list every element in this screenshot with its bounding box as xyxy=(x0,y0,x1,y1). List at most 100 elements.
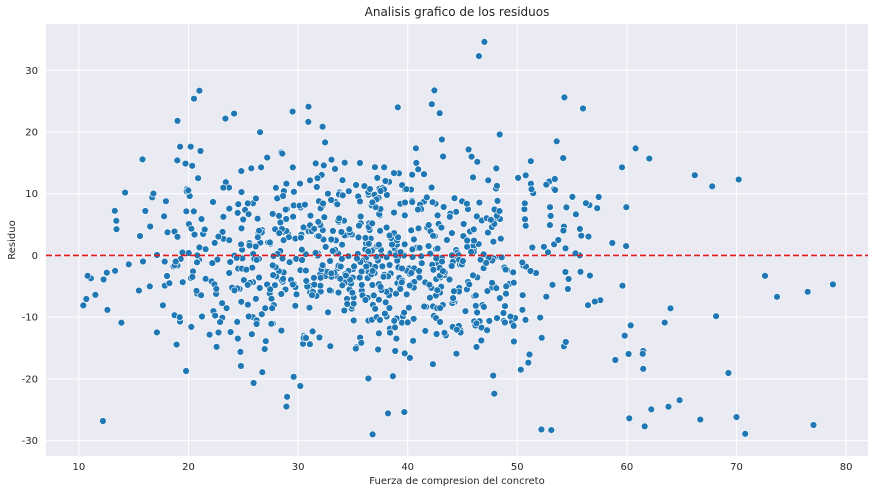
data-point xyxy=(424,242,433,250)
data-point xyxy=(163,272,171,280)
data-point xyxy=(139,257,147,266)
data-point xyxy=(197,291,205,299)
x-tick-labels: 10 20 30 40 50 60 70 80 xyxy=(73,462,853,473)
data-point xyxy=(266,238,274,247)
data-point xyxy=(495,207,504,215)
data-point xyxy=(626,321,635,330)
data-point xyxy=(551,175,559,183)
data-point xyxy=(279,275,287,283)
data-point xyxy=(625,414,633,422)
data-point xyxy=(256,128,264,136)
data-point xyxy=(579,104,587,113)
data-point xyxy=(526,267,535,275)
data-point xyxy=(285,258,294,266)
data-point xyxy=(383,191,391,199)
data-point xyxy=(313,183,321,191)
data-point xyxy=(282,402,291,411)
data-point xyxy=(188,273,197,281)
data-point xyxy=(433,244,442,253)
data-point xyxy=(182,207,191,216)
data-point xyxy=(382,223,391,232)
data-point xyxy=(282,180,291,188)
data-points xyxy=(79,38,837,439)
data-point xyxy=(292,290,301,298)
data-point xyxy=(761,272,769,280)
data-point xyxy=(306,212,315,220)
data-point xyxy=(282,205,290,214)
data-point xyxy=(374,345,382,354)
data-point xyxy=(311,249,320,257)
data-point xyxy=(305,304,314,312)
data-point xyxy=(338,255,346,263)
data-point xyxy=(326,286,334,294)
data-point xyxy=(244,199,252,208)
data-point xyxy=(187,225,196,233)
data-point xyxy=(546,212,555,220)
data-point xyxy=(472,319,481,327)
data-point xyxy=(165,279,174,287)
data-point xyxy=(483,326,491,334)
data-point xyxy=(187,143,195,151)
data-point xyxy=(463,236,471,245)
plot-background xyxy=(46,24,868,456)
data-point xyxy=(425,281,434,289)
data-point xyxy=(125,260,133,268)
data-point xyxy=(252,320,261,328)
data-point xyxy=(296,382,304,390)
y-tick-label: -20 xyxy=(22,374,38,385)
data-point xyxy=(290,373,298,381)
data-point xyxy=(364,374,373,383)
data-point xyxy=(308,327,317,336)
data-point xyxy=(390,317,398,325)
data-point xyxy=(190,207,198,216)
data-point xyxy=(433,211,442,220)
data-point xyxy=(401,349,409,358)
x-tick-label: 50 xyxy=(511,462,524,473)
data-point xyxy=(385,231,394,240)
data-point xyxy=(620,332,629,340)
data-point xyxy=(501,265,510,274)
data-point xyxy=(708,182,716,191)
data-point xyxy=(490,390,498,398)
x-tick-label: 30 xyxy=(292,462,305,473)
data-point xyxy=(269,210,277,218)
data-point xyxy=(452,350,461,358)
data-point xyxy=(218,228,227,236)
data-point xyxy=(256,284,264,292)
data-point xyxy=(501,302,509,310)
data-point xyxy=(415,244,424,252)
data-point xyxy=(829,280,837,289)
data-point xyxy=(666,304,675,312)
data-point xyxy=(306,176,314,185)
data-point xyxy=(518,306,527,314)
data-point xyxy=(562,338,570,346)
data-point xyxy=(537,334,546,342)
data-point xyxy=(99,417,107,425)
data-point xyxy=(521,199,529,208)
data-point xyxy=(316,274,325,282)
data-point xyxy=(423,193,431,202)
data-point xyxy=(562,203,571,212)
data-point xyxy=(297,234,305,242)
data-point xyxy=(470,236,478,245)
data-point xyxy=(712,312,720,320)
data-point xyxy=(510,337,518,346)
data-point xyxy=(261,345,269,353)
data-point xyxy=(195,243,204,252)
data-point xyxy=(514,174,522,182)
data-point xyxy=(524,359,532,367)
data-point xyxy=(356,159,364,167)
data-point xyxy=(375,296,383,304)
data-point xyxy=(428,198,437,206)
data-point xyxy=(428,100,436,108)
data-point xyxy=(310,274,318,282)
data-point xyxy=(618,163,626,172)
data-point xyxy=(560,93,569,102)
data-point xyxy=(394,103,402,112)
data-point xyxy=(639,365,647,373)
data-point xyxy=(568,193,577,201)
data-point xyxy=(414,205,422,214)
data-point xyxy=(248,330,256,338)
data-point xyxy=(443,236,451,244)
data-point xyxy=(392,334,401,343)
